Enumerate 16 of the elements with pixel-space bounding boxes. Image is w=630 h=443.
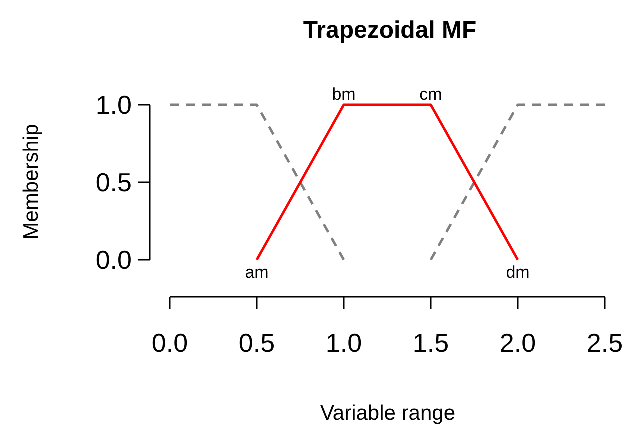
annotation: dm xyxy=(506,263,530,282)
x-tick-label: 0.5 xyxy=(238,328,276,358)
x-tick-label: 1.5 xyxy=(412,328,450,358)
annotation: bm xyxy=(332,85,356,104)
chart-title: Trapezoidal MF xyxy=(303,17,477,44)
y-tick-label: 0.5 xyxy=(96,168,132,198)
y-axis-title: Membership xyxy=(20,124,43,240)
x-tick-label: 2.0 xyxy=(500,328,536,358)
y-tick-label: 0.0 xyxy=(96,245,132,276)
x-tick-label: 1.0 xyxy=(326,328,362,358)
x-tick-label: 0.0 xyxy=(152,328,188,358)
annotation: cm xyxy=(420,85,442,104)
x-tick-label: 2.5 xyxy=(586,328,624,358)
annotation: am xyxy=(245,263,269,282)
y-tick-label: 1.0 xyxy=(96,90,132,120)
x-axis-title: Variable range xyxy=(320,402,456,425)
